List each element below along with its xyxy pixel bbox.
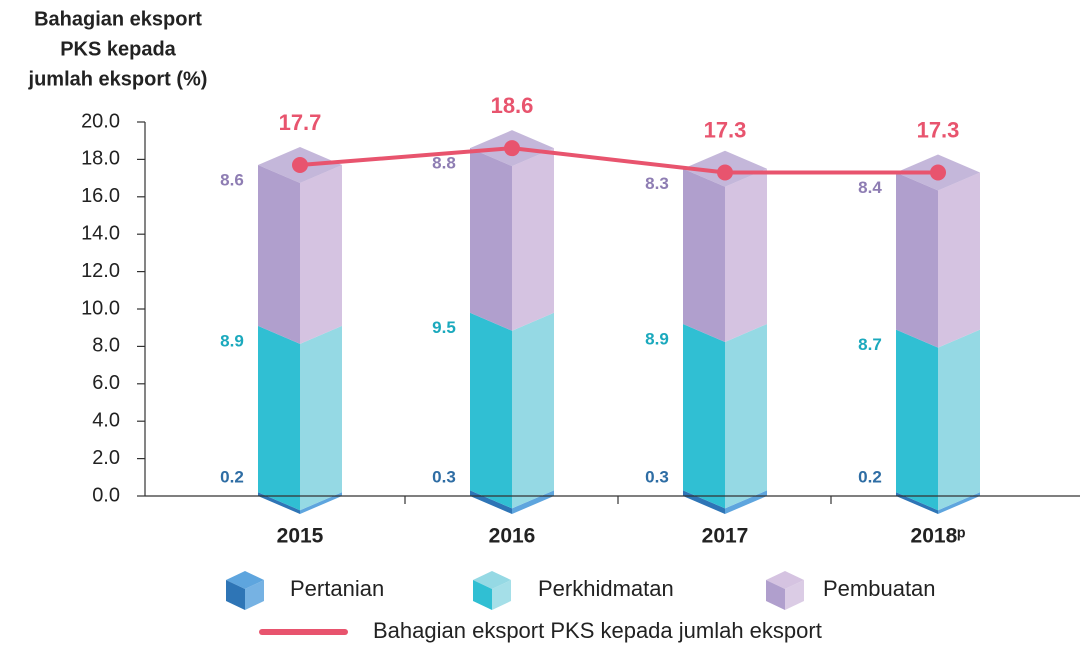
segment-label: 0.2 [220, 467, 244, 486]
line-point [717, 164, 733, 181]
line-label: 18.6 [491, 93, 534, 118]
y-tick-label: 8.0 [92, 335, 120, 357]
y-tick-label: 6.0 [92, 372, 120, 394]
segment-label: 8.9 [645, 329, 669, 348]
bar-segment [896, 492, 938, 514]
line-label: 17.7 [279, 110, 322, 135]
y-axis-title: jumlah eksport (%) [28, 68, 208, 90]
bar-segment-side [512, 312, 554, 509]
line-point [504, 140, 520, 157]
bar-segment [470, 148, 512, 331]
line [299, 146, 938, 175]
x-tick-label: 2018ᵖ [911, 525, 966, 548]
y-tick-label: 18.0 [81, 148, 120, 170]
legend-cube [226, 580, 245, 610]
segment-label: 8.6 [220, 170, 244, 189]
bar-segment [683, 323, 725, 509]
bar-segment [683, 168, 725, 342]
bar-segment-side [725, 168, 767, 342]
line-point [292, 157, 308, 174]
legend-label: Pertanian [290, 576, 384, 601]
legend-cube-side [785, 580, 804, 610]
y-tick-label: 10.0 [81, 297, 120, 319]
bar-segment-side [938, 172, 980, 348]
segment-label: 8.7 [858, 335, 882, 354]
y-tick-label: 4.0 [92, 409, 120, 431]
bar-segment-side [300, 165, 342, 344]
bar-segment-side [300, 325, 342, 511]
line-label: 17.3 [704, 117, 747, 142]
y-axis-title: Bahagian eksport [34, 8, 202, 30]
segment-label: 8.3 [645, 174, 669, 193]
y-tick-label: 0.0 [92, 484, 120, 506]
bar-segment-side [938, 492, 980, 514]
y-tick-label: 14.0 [81, 222, 120, 244]
y-tick-label: 12.0 [81, 260, 120, 282]
segment-label: 0.3 [645, 467, 669, 486]
legend-cube-side [245, 580, 264, 610]
bar-segment [258, 492, 300, 514]
legend-label: Perkhidmatan [538, 576, 674, 601]
legend-cube [473, 580, 492, 610]
segment-label: 9.5 [432, 318, 456, 337]
y-tick-label: 16.0 [81, 185, 120, 207]
bar-segment-side [512, 148, 554, 331]
segment-label: 0.3 [432, 467, 456, 486]
bar-segment-side [725, 323, 767, 509]
line-point [930, 164, 946, 181]
x-tick-label: 2015 [277, 525, 324, 548]
segment-label: 0.2 [858, 467, 882, 486]
segment-label: 8.8 [432, 154, 456, 173]
line-label: 17.3 [917, 117, 960, 142]
bar-segment [258, 325, 300, 511]
legend-cube-side [492, 580, 511, 610]
segment-label: 8.4 [858, 178, 882, 197]
bar-segment-side [938, 329, 980, 511]
x-tick-label: 2017 [702, 525, 749, 548]
bar-segment [470, 312, 512, 509]
legend-label: Bahagian eksport PKS kepada jumlah ekspo… [373, 618, 822, 643]
bar-segment-side [300, 492, 342, 514]
bar-segment [896, 329, 938, 511]
segment-label: 8.9 [220, 331, 244, 350]
y-tick-label: 2.0 [92, 447, 120, 469]
legend-cube [766, 580, 785, 610]
y-tick-label: 20.0 [81, 110, 120, 132]
legend-label: Pembuatan [823, 576, 936, 601]
bar-segment [896, 172, 938, 348]
bar-segment [258, 165, 300, 344]
y-axis-title: PKS kepada [60, 38, 176, 60]
x-tick-label: 2016 [489, 525, 536, 548]
